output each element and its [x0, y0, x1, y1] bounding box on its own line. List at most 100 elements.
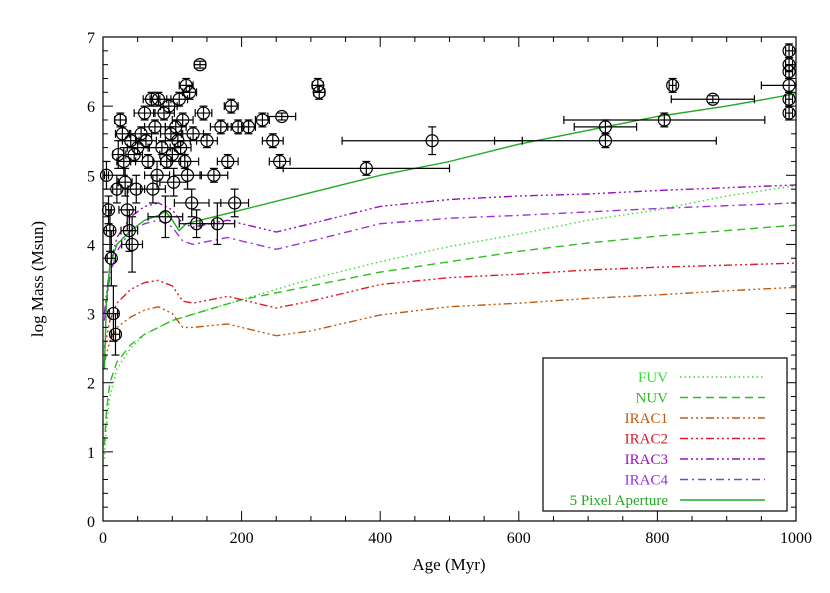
data-point — [149, 91, 168, 107]
point-marker — [139, 134, 153, 148]
data-point — [199, 202, 236, 246]
data-point — [223, 98, 239, 114]
legend-label-5-pixel-aperture: 5 Pixel Aperture — [570, 493, 669, 509]
y-tick-label: 4 — [87, 237, 95, 254]
legend-label-fuv: FUV — [638, 370, 668, 386]
data-point — [241, 119, 257, 135]
y-tick-label: 0 — [87, 514, 95, 531]
data-point — [143, 119, 166, 135]
y-tick-label: 5 — [87, 168, 95, 185]
x-tick-label: 1000 — [780, 530, 812, 547]
legend-label-irac3: IRAC3 — [625, 452, 668, 468]
data-point — [782, 91, 796, 107]
data-point — [282, 160, 451, 176]
data-point — [171, 112, 194, 128]
data-point — [268, 153, 291, 169]
point-marker — [137, 106, 152, 120]
point-marker — [241, 120, 256, 134]
series-line-irac3 — [103, 184, 797, 314]
point-marker — [221, 154, 235, 169]
point-marker — [228, 196, 242, 210]
point-marker — [162, 99, 176, 113]
data-point — [220, 188, 250, 218]
data-point — [760, 77, 797, 93]
legend: FUV NUV IRAC1 IRAC2 IRAC3 IRAC4 5 Pixel Apertu… — [542, 357, 788, 512]
data-point — [147, 195, 184, 239]
data-point — [143, 160, 171, 190]
series-line-irac4 — [103, 202, 797, 321]
point-marker — [275, 109, 289, 124]
x-tick-label: 200 — [230, 530, 254, 547]
data-point — [312, 84, 326, 100]
axis-ticks: 0 200 400 600 800 1000 0 1 2 3 4 5 6 7 — [87, 30, 812, 547]
point-marker — [196, 106, 211, 120]
x-tick-label: 800 — [645, 530, 669, 547]
data-point — [194, 105, 213, 121]
series-line-5-pixel-aperture — [103, 93, 797, 369]
legend-label-irac1: IRAC1 — [625, 411, 668, 427]
point-marker — [176, 113, 190, 127]
point-marker — [598, 120, 613, 134]
point-marker — [108, 327, 123, 341]
point-marker — [180, 168, 195, 182]
data-point — [254, 112, 270, 128]
y-tick-label: 7 — [87, 30, 95, 47]
y-axis-title: log Mass (Msun) — [28, 221, 47, 337]
y-tick-label: 1 — [87, 445, 95, 462]
data-point — [782, 105, 796, 121]
y-tick-label: 6 — [87, 99, 95, 116]
point-marker — [266, 134, 280, 148]
point-marker — [782, 92, 796, 106]
data-point — [116, 147, 132, 176]
point-marker — [207, 168, 221, 182]
point-marker — [782, 78, 796, 93]
x-tick-label: 0 — [99, 530, 107, 547]
point-marker — [666, 78, 680, 93]
point-marker — [200, 134, 214, 148]
data-point — [195, 133, 218, 149]
x-axis-title: Age (Myr) — [412, 555, 485, 574]
point-marker — [425, 134, 439, 148]
data-point — [117, 167, 133, 197]
point-marker — [185, 196, 199, 210]
point-marker — [113, 113, 127, 127]
data-point — [670, 92, 756, 106]
point-marker — [359, 161, 373, 175]
point-marker — [706, 92, 720, 106]
legend-box — [542, 357, 788, 512]
point-marker — [117, 154, 131, 169]
point-marker — [657, 113, 671, 127]
data-point — [193, 58, 207, 72]
series-line-irac1 — [103, 286, 797, 363]
point-marker — [174, 141, 188, 155]
y-tick-label: 2 — [87, 376, 95, 393]
point-marker — [172, 92, 186, 106]
x-tick-label: 600 — [507, 530, 531, 547]
data-point — [782, 64, 796, 80]
point-marker — [151, 92, 166, 106]
point-marker — [118, 175, 132, 189]
data-point — [666, 77, 680, 93]
point-marker — [312, 85, 326, 99]
point-marker — [224, 99, 238, 113]
data-point — [121, 216, 144, 273]
data-point — [173, 188, 210, 218]
point-marker — [273, 154, 287, 169]
data-point — [216, 153, 239, 169]
data-point — [133, 105, 156, 121]
data-point — [169, 140, 192, 156]
data-point — [110, 174, 124, 204]
point-marker — [110, 182, 124, 196]
point-marker — [782, 64, 796, 79]
point-marker — [125, 237, 139, 252]
point-marker — [150, 168, 164, 182]
point-marker — [148, 120, 162, 134]
data-point — [199, 167, 229, 183]
data-point — [113, 112, 127, 128]
legend-label-irac2: IRAC2 — [625, 432, 668, 448]
point-marker — [311, 78, 325, 93]
point-marker — [158, 210, 172, 224]
data-point — [170, 91, 189, 107]
data-point — [120, 209, 139, 252]
